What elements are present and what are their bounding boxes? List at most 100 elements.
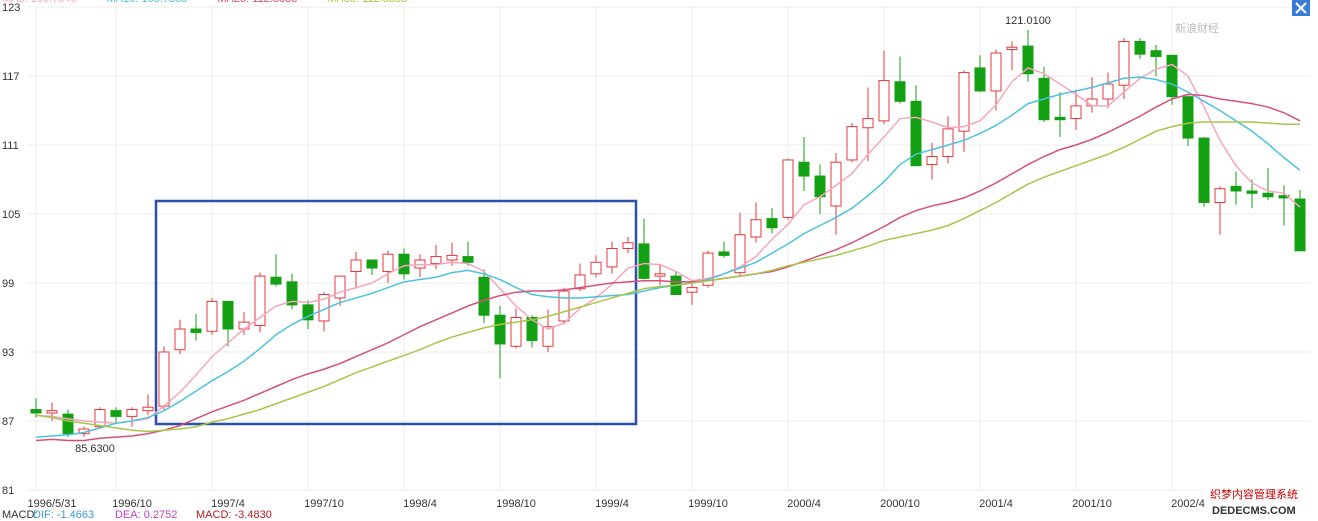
ma-line bbox=[35, 93, 1301, 442]
candle-body bbox=[1198, 137, 1210, 204]
candle-body bbox=[1246, 190, 1258, 194]
candle-body bbox=[62, 413, 74, 435]
y-tick-label: 117 bbox=[2, 71, 20, 83]
candle-body bbox=[190, 328, 202, 333]
candle-body bbox=[718, 251, 730, 256]
candle-body bbox=[302, 304, 314, 321]
x-tick-label: 1999/10 bbox=[688, 498, 728, 510]
candle-body bbox=[654, 273, 666, 277]
candle-body bbox=[494, 314, 506, 345]
legend-entry: MA30: 112.8888 bbox=[327, 0, 407, 5]
candle-body bbox=[686, 287, 698, 293]
candle-body bbox=[462, 256, 474, 263]
ma-line bbox=[35, 63, 1301, 425]
y-tick-label: 99 bbox=[2, 278, 14, 290]
candle-body bbox=[398, 253, 410, 275]
y-tick-label: 93 bbox=[2, 347, 14, 359]
x-tick-label: 1997/4 bbox=[211, 498, 245, 510]
y-tick-label: 123 bbox=[2, 2, 20, 14]
candle-body bbox=[446, 254, 458, 261]
candle-body bbox=[1070, 105, 1082, 120]
x-tick-label: 2000/10 bbox=[880, 498, 920, 510]
candle-body bbox=[366, 259, 378, 269]
candle-body bbox=[542, 326, 554, 347]
candle-body bbox=[334, 275, 346, 299]
candle-body bbox=[1022, 45, 1034, 75]
x-tick-label: 1996/10 bbox=[112, 498, 152, 510]
candle-body bbox=[1006, 46, 1018, 51]
candle-body bbox=[750, 219, 762, 238]
candle-body bbox=[702, 252, 714, 286]
candle-body bbox=[174, 328, 186, 351]
candle-body bbox=[238, 321, 250, 330]
candle-body bbox=[878, 80, 890, 122]
candle-body bbox=[1230, 185, 1242, 192]
candle-body bbox=[1262, 192, 1274, 198]
candle-body bbox=[1054, 116, 1066, 121]
candle-body bbox=[638, 243, 650, 279]
candle-body bbox=[1086, 98, 1098, 107]
candle-body bbox=[1150, 50, 1162, 57]
candle-body bbox=[958, 72, 970, 132]
macd-dea: DEA: 0.2752 bbox=[115, 509, 177, 521]
y-tick-label: 87 bbox=[2, 416, 14, 428]
candle-body bbox=[1102, 83, 1114, 100]
candle-body bbox=[94, 409, 106, 428]
candle-body bbox=[382, 253, 394, 272]
candle-body bbox=[590, 261, 602, 275]
candle-body bbox=[430, 256, 442, 264]
candle-body bbox=[142, 406, 154, 412]
candle-body bbox=[1294, 198, 1306, 252]
candle-body bbox=[270, 276, 282, 285]
y-tick-label: 111 bbox=[2, 140, 19, 152]
legend-entry: MA5: 106.7846 bbox=[2, 0, 77, 5]
candle-body bbox=[734, 234, 746, 274]
footer-watermark: 织梦内容管理系统 bbox=[1210, 487, 1298, 501]
candle-body bbox=[782, 159, 794, 218]
candle-body bbox=[126, 409, 138, 417]
footer-watermark-bg bbox=[1205, 484, 1318, 521]
min-annotation: 85.6300 bbox=[75, 443, 115, 455]
close-icon bbox=[1295, 2, 1307, 14]
candle-body bbox=[830, 161, 842, 207]
candle-body bbox=[206, 300, 218, 332]
y-tick-label: 81 bbox=[2, 485, 14, 497]
candle-body bbox=[254, 275, 266, 327]
candle-body bbox=[222, 300, 234, 330]
candle-body bbox=[1166, 54, 1178, 98]
candle-body bbox=[990, 52, 1002, 92]
candle-body bbox=[46, 410, 58, 414]
ma-line bbox=[35, 121, 1300, 433]
x-tick-label: 2001/4 bbox=[979, 498, 1013, 510]
candle-body bbox=[574, 274, 586, 290]
x-tick-label: 2002/4 bbox=[1171, 498, 1205, 510]
legend-entry: MA10: 108.7888 bbox=[107, 0, 188, 5]
x-tick-label: 1998/4 bbox=[403, 498, 437, 510]
candle-body bbox=[622, 242, 634, 249]
candle-body bbox=[942, 128, 954, 157]
candle-body bbox=[862, 118, 874, 129]
x-tick-label: 1998/10 bbox=[496, 498, 536, 510]
candle-body bbox=[1214, 188, 1226, 203]
x-tick-label: 1999/4 bbox=[595, 498, 629, 510]
candle-body bbox=[286, 281, 298, 306]
candle-body bbox=[1182, 96, 1194, 139]
legend-entry: MA20: 112.8888 bbox=[217, 0, 297, 5]
candle-body bbox=[510, 317, 522, 347]
candle-body bbox=[526, 317, 538, 341]
candle-body bbox=[798, 161, 810, 177]
candle-body bbox=[766, 218, 778, 229]
macd-label: MACD: bbox=[2, 509, 37, 521]
x-tick-label: 1997/10 bbox=[304, 498, 344, 510]
candle-body bbox=[974, 67, 986, 92]
candle-body bbox=[558, 290, 570, 322]
x-tick-label: 1996/5/31 bbox=[28, 498, 77, 510]
candle-body bbox=[158, 351, 170, 407]
candle-body bbox=[110, 410, 122, 417]
candle-body bbox=[1118, 41, 1130, 86]
candle-body bbox=[478, 276, 490, 316]
candle-body bbox=[926, 156, 938, 166]
highlight-box bbox=[154, 199, 638, 426]
max-annotation: 121.0100 bbox=[1005, 15, 1051, 27]
